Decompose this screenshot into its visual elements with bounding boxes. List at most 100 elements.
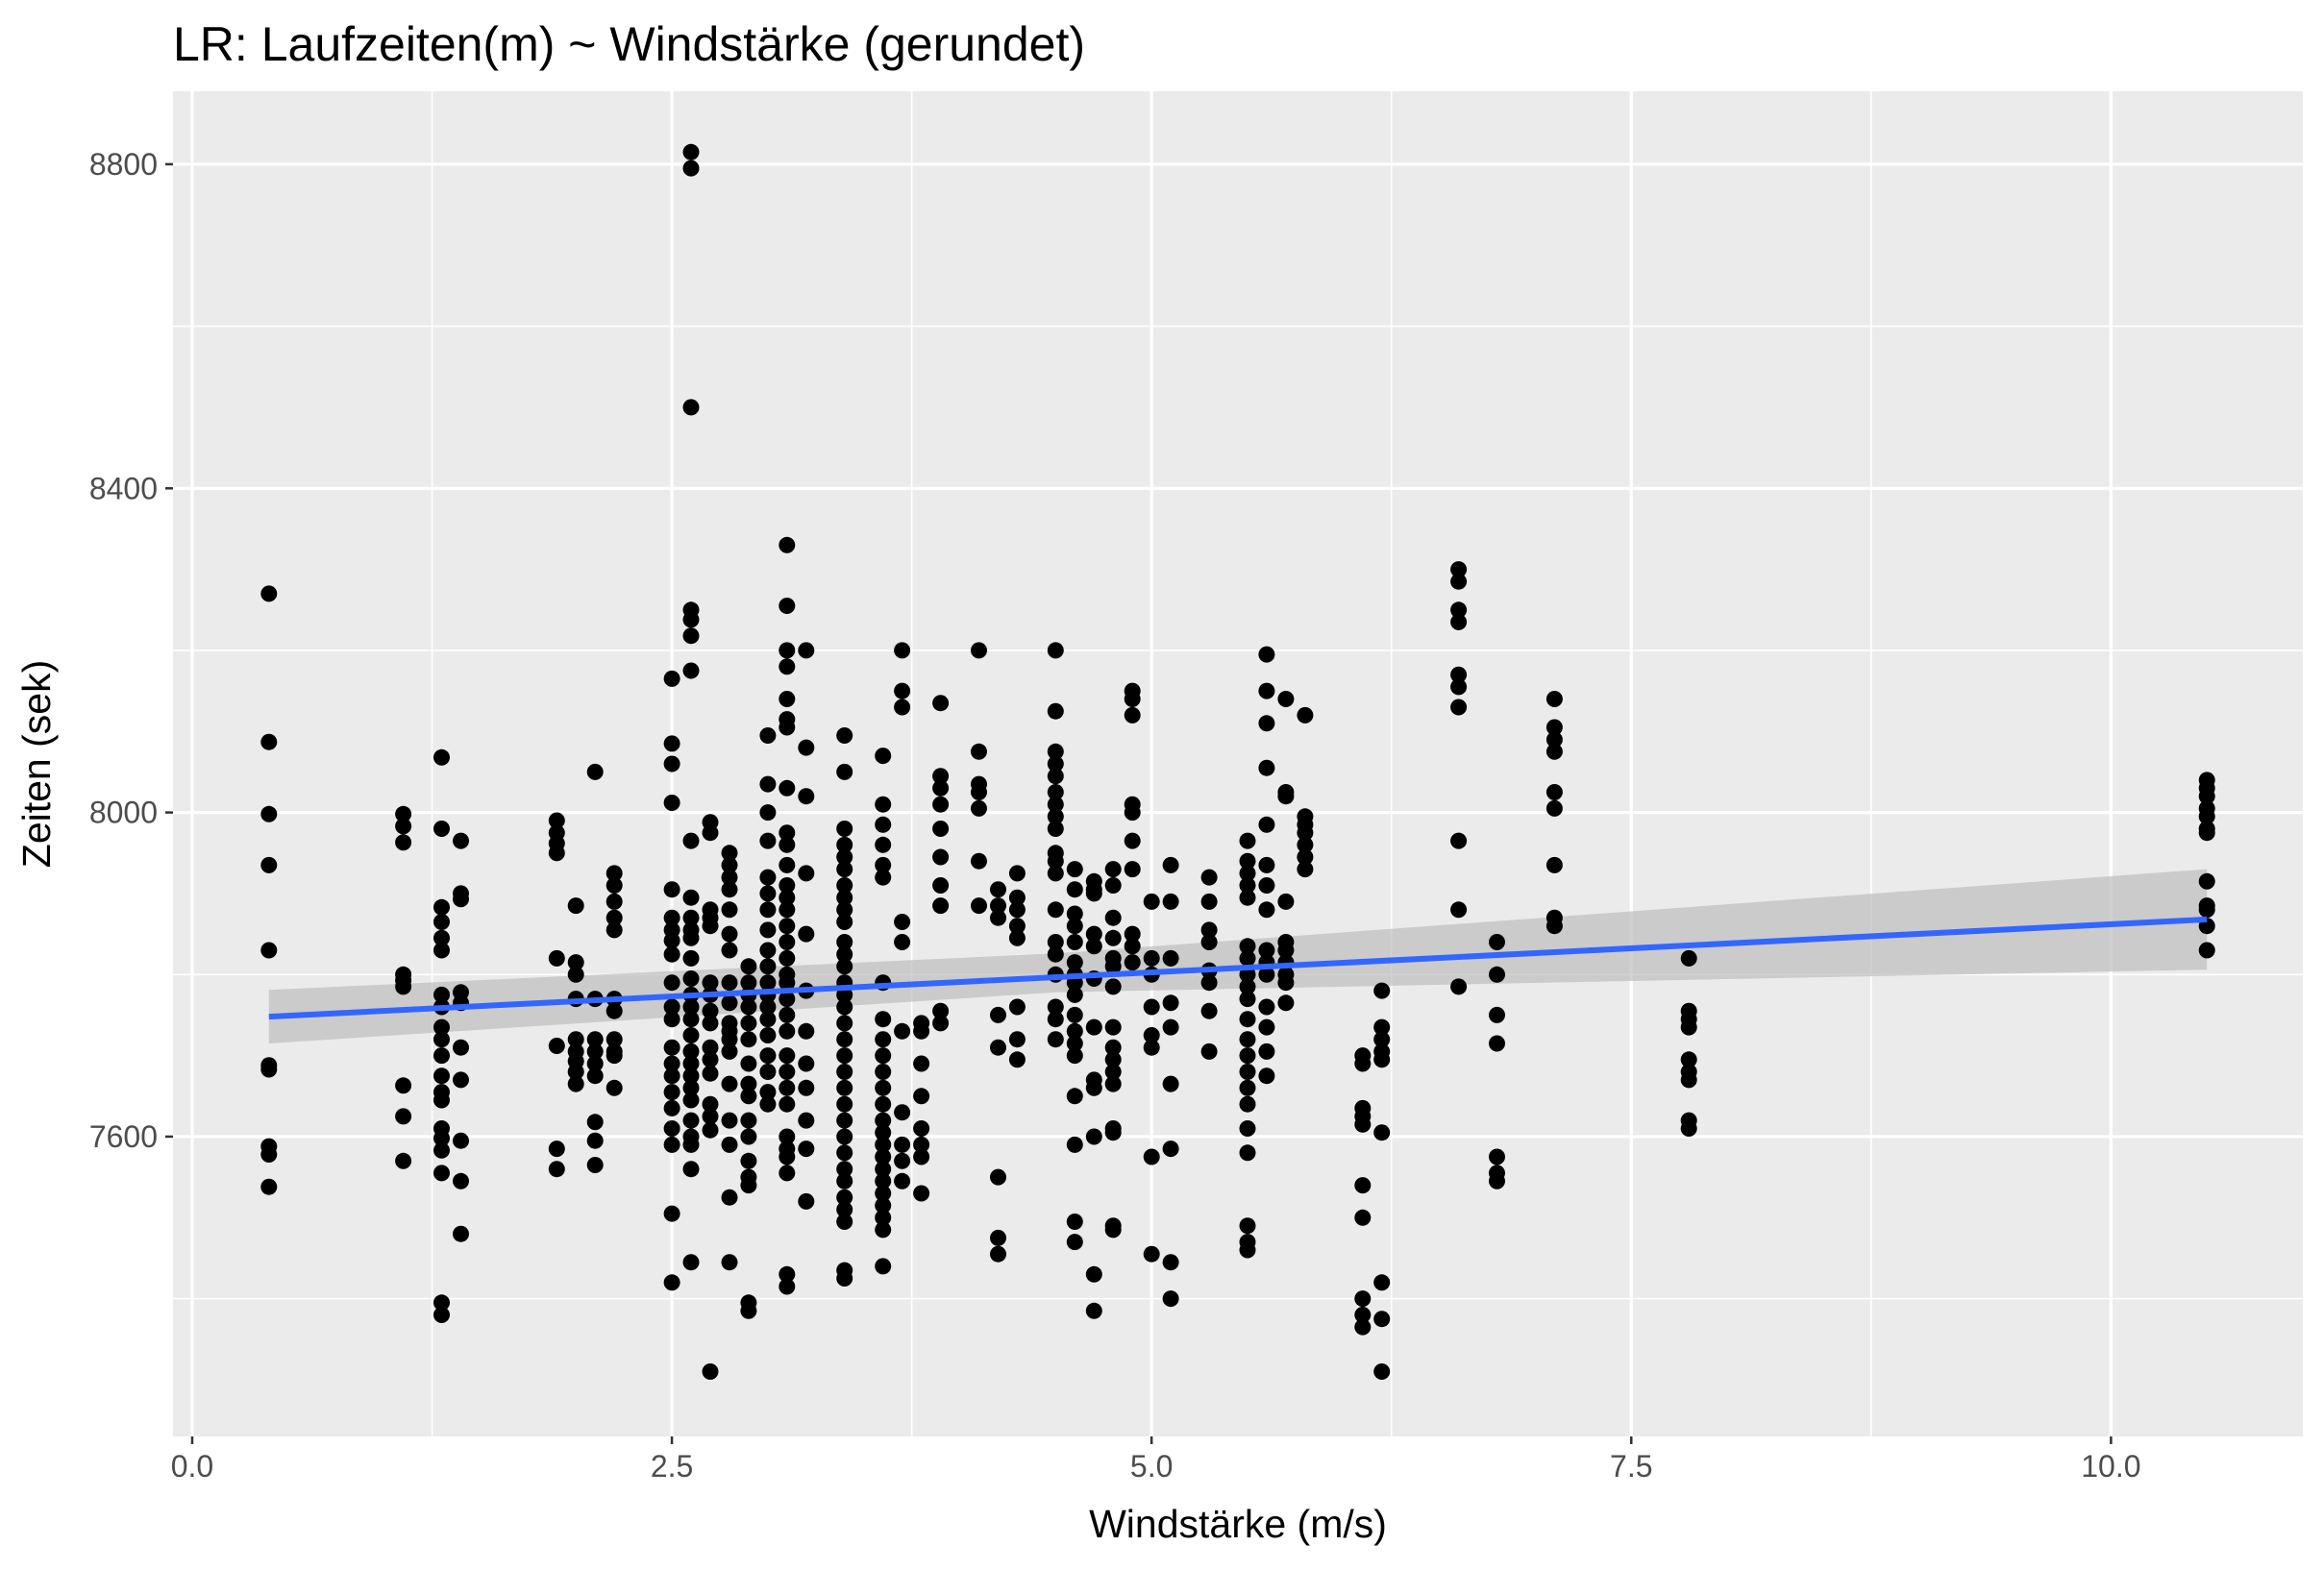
data-point bbox=[740, 1128, 757, 1145]
data-point bbox=[1450, 832, 1468, 849]
data-point bbox=[779, 1022, 796, 1040]
data-point bbox=[1066, 1234, 1083, 1251]
data-point bbox=[798, 1022, 815, 1040]
data-point bbox=[759, 958, 777, 975]
data-point bbox=[779, 691, 796, 707]
data-point bbox=[1066, 1047, 1083, 1065]
x-axis: 0.0 2.5 5.0 7.5 10.0 bbox=[171, 1436, 2141, 1484]
data-point bbox=[875, 836, 892, 853]
data-point bbox=[1066, 1136, 1083, 1153]
data-point bbox=[663, 795, 680, 811]
data-point bbox=[1239, 938, 1256, 955]
data-point bbox=[1124, 706, 1141, 724]
data-point bbox=[990, 1245, 1006, 1263]
data-point bbox=[1008, 929, 1026, 946]
data-point bbox=[1124, 832, 1141, 849]
data-point bbox=[1200, 974, 1218, 992]
data-point bbox=[836, 945, 853, 963]
data-point bbox=[1258, 1067, 1275, 1085]
data-point bbox=[894, 1152, 911, 1169]
data-point bbox=[1124, 691, 1141, 707]
data-point bbox=[1277, 942, 1295, 959]
data-point bbox=[798, 1192, 815, 1210]
data-point bbox=[1124, 954, 1141, 971]
data-point bbox=[1200, 921, 1218, 939]
data-point bbox=[1258, 1043, 1275, 1060]
data-point bbox=[779, 1079, 796, 1096]
data-point bbox=[779, 836, 796, 853]
data-point bbox=[1066, 986, 1083, 1003]
data-point bbox=[453, 1172, 469, 1190]
data-point bbox=[721, 1112, 738, 1129]
data-point bbox=[721, 901, 738, 919]
data-point bbox=[759, 832, 777, 849]
data-point bbox=[779, 658, 796, 675]
data-point bbox=[759, 1084, 777, 1101]
data-point bbox=[721, 1031, 738, 1048]
data-point bbox=[1277, 994, 1295, 1012]
data-point bbox=[836, 836, 853, 853]
data-point bbox=[433, 929, 450, 946]
data-point bbox=[1143, 1027, 1160, 1043]
data-point bbox=[1258, 901, 1275, 919]
data-point bbox=[1545, 799, 1563, 817]
data-point bbox=[779, 824, 796, 842]
data-point bbox=[721, 869, 738, 886]
data-point bbox=[1239, 877, 1256, 894]
data-point bbox=[875, 1047, 892, 1065]
data-point bbox=[682, 998, 700, 1016]
data-point bbox=[1373, 1363, 1391, 1380]
data-point bbox=[1066, 905, 1083, 922]
data-point bbox=[1162, 1075, 1179, 1092]
data-point bbox=[567, 954, 584, 971]
data-point bbox=[2198, 824, 2215, 842]
data-point bbox=[1489, 1035, 1505, 1052]
data-point bbox=[1277, 893, 1295, 910]
data-point bbox=[682, 611, 700, 628]
data-point bbox=[1373, 1051, 1391, 1068]
data-point bbox=[1200, 1002, 1218, 1019]
data-point bbox=[433, 1067, 450, 1085]
data-point bbox=[894, 934, 911, 950]
data-point bbox=[913, 1148, 930, 1165]
data-point bbox=[1085, 1079, 1102, 1096]
data-point bbox=[779, 642, 796, 659]
data-point bbox=[453, 1225, 469, 1242]
data-point bbox=[606, 877, 623, 894]
data-point bbox=[586, 1055, 604, 1072]
data-point bbox=[1162, 856, 1179, 873]
data-point bbox=[606, 893, 623, 910]
data-point bbox=[1085, 1302, 1102, 1319]
data-point bbox=[682, 1112, 700, 1129]
data-point bbox=[1680, 1018, 1697, 1036]
data-point bbox=[702, 1121, 719, 1139]
data-point bbox=[395, 1152, 412, 1169]
data-point bbox=[836, 889, 853, 906]
data-point bbox=[682, 1055, 700, 1072]
data-point bbox=[875, 796, 892, 813]
data-point bbox=[682, 1027, 700, 1043]
data-point bbox=[1104, 877, 1122, 894]
data-point bbox=[1354, 1318, 1372, 1336]
data-point bbox=[1047, 743, 1064, 760]
data-point bbox=[1162, 1018, 1179, 1036]
data-point bbox=[1450, 613, 1468, 630]
data-point bbox=[1008, 901, 1026, 919]
data-point bbox=[1104, 909, 1122, 926]
data-point bbox=[702, 1039, 719, 1056]
data-point bbox=[433, 1047, 450, 1065]
data-point bbox=[1354, 1177, 1372, 1194]
data-point bbox=[682, 1043, 700, 1060]
data-point bbox=[971, 743, 987, 760]
data-point bbox=[759, 974, 777, 992]
data-point bbox=[260, 856, 278, 873]
data-point bbox=[1373, 1274, 1391, 1291]
data-point bbox=[836, 958, 853, 975]
data-point bbox=[913, 1120, 930, 1137]
data-point bbox=[990, 1168, 1006, 1186]
y-tick-label: 7600 bbox=[89, 1119, 158, 1154]
data-point bbox=[1258, 877, 1275, 894]
data-point bbox=[453, 1039, 469, 1056]
data-point bbox=[836, 1031, 853, 1048]
data-point bbox=[1239, 832, 1256, 849]
